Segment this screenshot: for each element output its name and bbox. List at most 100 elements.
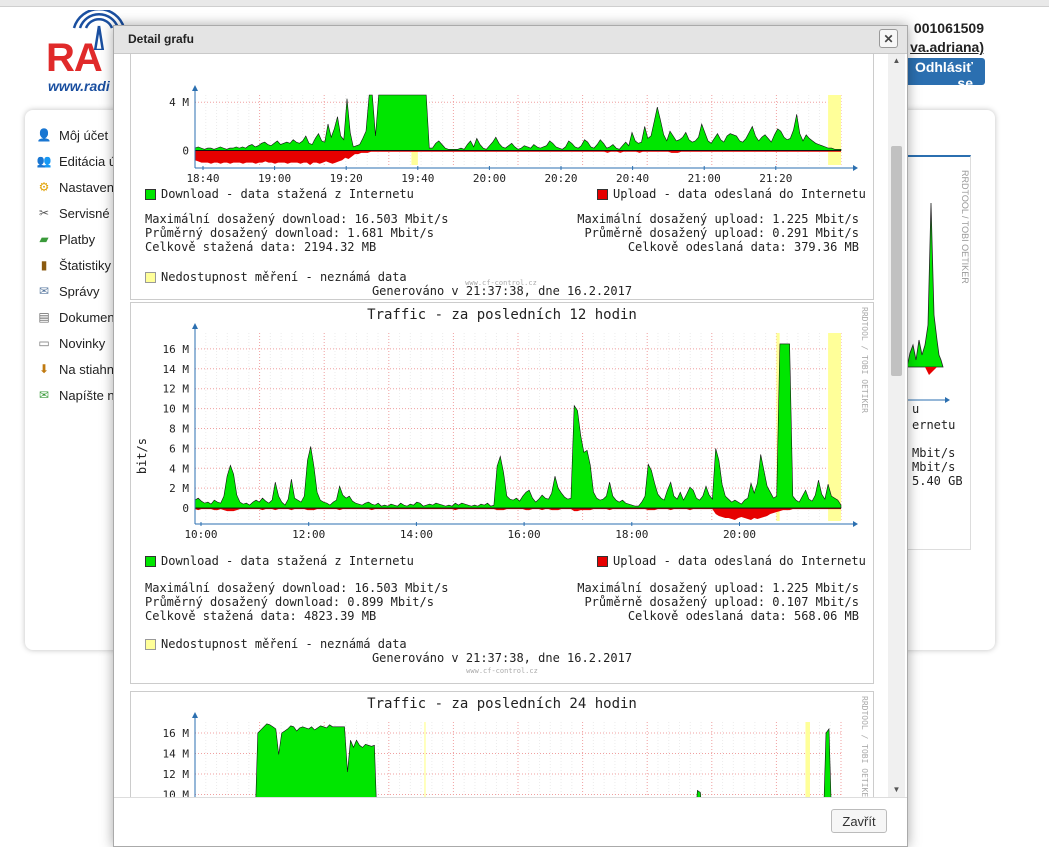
legend-unavailable: Nedostupnost měření - neznámá data: [145, 270, 407, 284]
y-axis-label: bit/s: [135, 438, 149, 475]
sidebar-item-payments[interactable]: ▰ Platby: [36, 226, 116, 252]
scrollbar-thumb[interactable]: [891, 146, 902, 376]
graph-panel-2: 0 2 M 4 M 6 M 8 M 10 M 12 M 14 M 16 M 10:00 12:00 1…: [130, 302, 874, 684]
x-tick-label: 20:20: [544, 172, 577, 185]
x-axis-arrow: [853, 165, 858, 171]
chart-title: Traffic - za posledních 12 hodin: [367, 307, 637, 323]
sidebar-item-documents[interactable]: ▤ Dokumen: [36, 304, 116, 330]
stat-max-upload: Maximální dosažený upload: 1.225 Mbit/s: [577, 581, 859, 595]
generated-timestamp: Generováno v 21:37:38, dne 16.2.2017: [371, 284, 633, 298]
logo-letters: RA: [46, 36, 103, 80]
sidebar-item-settings[interactable]: ⚙ Nastaven: [36, 174, 116, 200]
x-tick-label: 20:40: [616, 172, 649, 185]
x-tick-label: 20:00: [473, 172, 506, 185]
background-graph-sparkline: [906, 202, 950, 403]
sidebar-item-label: Môj účet: [59, 127, 109, 143]
background-graph-rrdtool-label: RRDTOOL / TOBI OETIKER: [960, 170, 970, 284]
sidebar-item-downloads[interactable]: ⬇ Na stiahn: [36, 356, 116, 382]
download-area: [194, 94, 842, 151]
scroll-down-arrow-icon[interactable]: ▼: [892, 785, 901, 794]
sidebar-item-label: Editácia ú: [59, 153, 116, 169]
background-text-line: 5.40 GB: [912, 474, 963, 488]
sidebar-item-label: Dokumen: [59, 309, 115, 325]
close-button[interactable]: Zavřít: [831, 809, 887, 833]
legend-upload-label: Upload - data odeslaná do Internetu: [613, 554, 866, 568]
y-tick-label: 14 M: [163, 748, 190, 761]
y-axis-arrow: [192, 712, 198, 718]
download-area: [255, 723, 832, 797]
sidebar-item-label: Novinky: [59, 335, 106, 351]
x-tick-label: 19:20: [330, 172, 363, 185]
background-graph-frame: [905, 155, 971, 550]
y-tick-label: 0: [182, 502, 189, 515]
sidebar-item-label: Servisné: [59, 205, 110, 221]
sidebar-menu: 👤 Môj účet 👥 Editácia ú ⚙ Nastaven ✂ Servisn…: [36, 122, 116, 408]
username-link[interactable]: va.adriana): [910, 39, 984, 55]
sidebar-item-my-account[interactable]: 👤 Môj účet: [36, 122, 116, 148]
y-tick-label: 4 M: [169, 462, 189, 475]
account-number: 001061509: [913, 20, 984, 36]
scroll-up-arrow-icon[interactable]: ▲: [892, 56, 901, 65]
printer-icon: ▤: [38, 310, 50, 324]
background-text-line: ernetu: [912, 418, 956, 432]
sidebar-item-label: Napíšte n: [59, 387, 115, 403]
graph-detail-modal: Detail grafu ✕ 0 4 M 18:40 19:00 19:20 19:40 2…: [113, 25, 908, 847]
sidebar-item-news[interactable]: ▭ Novinky: [36, 330, 116, 356]
unavailable-span: [828, 333, 841, 521]
download-icon: ⬇: [38, 362, 50, 376]
sidebar-item-messages[interactable]: ✉ Správy: [36, 278, 116, 304]
modal-footer: Zavřít: [114, 797, 907, 846]
legend-download: Download - data stažená z Internetu: [145, 554, 414, 568]
sidebar-item-label: Na stiahn: [59, 361, 114, 377]
unavailable-span: [805, 722, 810, 797]
rrdtool-label: RRDTOOL / TOBI OETIKER: [860, 307, 869, 413]
y-tick-label: 2 M: [169, 482, 189, 495]
sidebar-item-label: Platby: [59, 231, 96, 247]
mail-add-icon: ✉: [38, 388, 50, 402]
legend-unavailable: Nedostupnost měření - neznámá data: [145, 637, 407, 651]
sidebar-item-service[interactable]: ✂ Servisné: [36, 200, 116, 226]
chart-icon: ▮: [40, 258, 48, 272]
watermark: www.cf-control.cz: [466, 667, 538, 675]
legend-upload: Upload - data odeslaná do Internetu: [597, 554, 866, 568]
browser-top-strip: [0, 0, 1049, 7]
modal-scrollbar[interactable]: ▲ ▼: [888, 54, 905, 797]
stat-avg-upload: Průměrně dosažený upload: 0.107 Mbit/s: [584, 595, 859, 609]
graph-panel-3: 8 M10 M12 M14 M16 M Traffic - za posledn…: [130, 691, 874, 797]
x-tick-label: 19:00: [258, 172, 291, 185]
sidebar-item-label: Správy: [59, 283, 100, 299]
y-tick-label: 4 M: [169, 96, 189, 109]
y-tick-label: 10 M: [163, 789, 190, 798]
stat-total-download: Celkově stažená data: 2194.32 MB: [145, 240, 377, 254]
x-tick-label: 20:00: [723, 528, 756, 541]
download-swatch: [145, 555, 156, 567]
generated-timestamp: Generováno v 21:37:38, dne 16.2.2017: [371, 651, 633, 665]
stat-total-upload: Celkově odeslaná data: 568.06 MB: [627, 609, 859, 623]
stat-avg-upload: Průměrně dosažený upload: 0.291 Mbit/s: [584, 226, 859, 240]
y-tick-label: 16 M: [163, 343, 190, 356]
modal-body: 0 4 M 18:40 19:00 19:20 19:40 20:00 20:20 20:40 2…: [114, 54, 907, 797]
legend-unavailable-label: Nedostupnost měření - neznámá data: [161, 270, 407, 284]
sidebar-item-account-edit[interactable]: 👥 Editácia ú: [36, 148, 116, 174]
background-text-line: Mbit/s: [912, 446, 956, 460]
stat-max-download: Maximální dosažený download: 16.503 Mbit…: [145, 212, 449, 226]
download-area: [194, 343, 842, 509]
unavailable-span: [424, 722, 426, 797]
money-icon: ▰: [39, 232, 49, 246]
traffic-chart-1: 0 4 M 18:40 19:00 19:20 19:40 20:00 20:20 20:40 2…: [169, 85, 858, 185]
sidebar-item-statistics[interactable]: ▮ Štatistiky: [36, 252, 116, 278]
sidebar-item-label: Štatistiky: [59, 257, 112, 273]
download-swatch: [145, 188, 156, 200]
x-tick-label: 16:00: [508, 528, 541, 541]
x-tick-label: 14:00: [400, 528, 433, 541]
x-tick-label: 21:20: [759, 172, 792, 185]
modal-header: Detail grafu ✕: [114, 26, 907, 54]
rrdtool-label: RRDTOOL / TOBI OETIKER: [860, 696, 869, 797]
y-axis-arrow: [192, 85, 198, 91]
x-tick-label: 10:00: [184, 528, 217, 541]
modal-close-button[interactable]: ✕: [879, 29, 898, 48]
sidebar-item-write-us[interactable]: ✉ Napíšte n: [36, 382, 116, 408]
envelope-icon: ✉: [38, 284, 50, 298]
legend-download: Download - data stažená z Internetu: [145, 187, 414, 201]
y-tick-label: 0: [182, 145, 189, 158]
